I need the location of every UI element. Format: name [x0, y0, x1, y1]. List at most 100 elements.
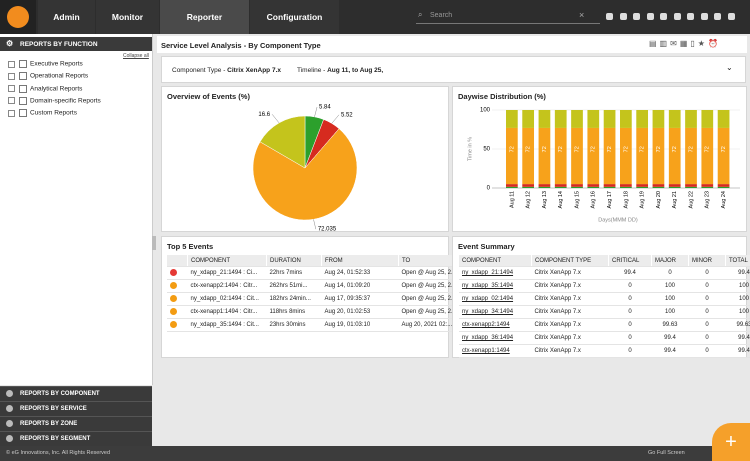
collapse-all[interactable]: Collapse all: [123, 53, 149, 59]
tree-label: Domain-specific Reports: [30, 97, 101, 105]
sidebar-section[interactable]: REPORTS BY SEGMENT: [0, 431, 152, 446]
toolbar-icon[interactable]: [714, 13, 721, 20]
table-cell: 0: [688, 279, 726, 293]
x-tick-label: Aug 13: [542, 191, 548, 208]
fab[interactable]: +: [712, 423, 750, 461]
y-axis-label: Time in %: [467, 137, 473, 161]
bar-segment: [685, 184, 697, 187]
sidebar-section[interactable]: REPORTS BY COMPONENT: [0, 386, 152, 401]
pie-slice: [259, 115, 306, 169]
table-cell: 0: [608, 279, 652, 293]
y-tick-label: 0: [487, 186, 491, 192]
bar-segment: [571, 110, 583, 128]
table-row[interactable]: ctx-xenapp1:1494 Citrix XenApp 7.x 0 99.4 0 9…: [459, 344, 750, 358]
x-tick-label: Aug 21: [672, 191, 678, 208]
x-tick-label: Aug 16: [591, 191, 597, 208]
bar-segment: [506, 110, 518, 128]
header-cell: [167, 255, 188, 267]
table-row[interactable]: ny_xdapp_02:1494 : Cit... 182hrs 24min...…: [167, 292, 462, 306]
nav-tab[interactable]: Configuration: [250, 0, 339, 34]
table-cell: 0: [608, 331, 652, 345]
nav-tab[interactable]: Admin: [38, 0, 95, 34]
page-actions[interactable]: ▤▥✉▦▯★⏰: [649, 39, 721, 48]
toolbar-icon[interactable]: [606, 13, 613, 20]
table-row[interactable]: ny_xdapp_36:1494 Citrix XenApp 7.x 0 99.4 0 9…: [459, 331, 750, 345]
bar-segment: [506, 186, 518, 188]
table-cell: ny_xdapp_36:1494: [459, 331, 532, 345]
label: Timeline -: [297, 67, 328, 74]
toolbar-icon[interactable]: [619, 13, 627, 20]
toolbar-icon[interactable]: [687, 13, 694, 20]
folder-icon: [19, 60, 27, 68]
sidebar-section[interactable]: REPORTS BY SERVICE: [0, 401, 152, 416]
logo[interactable]: [7, 6, 29, 28]
sidebar-section[interactable]: REPORTS BY ZONE: [0, 416, 152, 431]
bar-label: 72: [574, 146, 580, 152]
folder-icon: [19, 84, 27, 93]
bar-segment: [538, 110, 551, 128]
bar-segment: [571, 127, 583, 185]
collapse-handle[interactable]: [152, 236, 156, 250]
nav-tab-label: Admin: [53, 12, 80, 22]
clear-icon[interactable]: ×: [579, 10, 585, 20]
toolbar-icon[interactable]: [727, 13, 735, 20]
table-row[interactable]: ctx-xenapp2:1494 : Citr... 262hrs 51mi...…: [167, 279, 462, 293]
table-row[interactable]: ctx-xenapp2:1494 Citrix XenApp 7.x 0 99.63 0…: [459, 318, 750, 332]
table-row[interactable]: ny_xdapp_35:1494 : Cit... 23hrs 30mins Aug…: [167, 318, 462, 332]
table-cell: 99.63: [651, 318, 689, 332]
header-cell: MAJOR: [651, 255, 689, 267]
status-icon: [170, 281, 177, 289]
tree-toggle: [8, 72, 15, 80]
table-cell: Open @ Aug 25, 2...: [398, 266, 462, 280]
table-cell: ny_xdapp_21:1494 : Ci...: [187, 266, 267, 280]
bar-segment: [587, 186, 600, 188]
tree-item[interactable]: Operational Reports: [8, 72, 89, 81]
bar-segment: [685, 127, 697, 185]
header-cell: CRITICAL: [608, 255, 652, 267]
table-cell: 99.4: [725, 266, 750, 280]
bar-segment: [522, 127, 535, 185]
bar-segment: [668, 186, 681, 188]
value: Citrix XenApp 7.x: [227, 67, 281, 74]
bar-label: 72: [688, 146, 694, 152]
sidebar-header[interactable]: REPORTS BY FUNCTION ⚙: [0, 37, 152, 51]
table-row[interactable]: ny_xdapp_21:1494 Citrix XenApp 7.x 99.4 0 0 9…: [459, 266, 750, 280]
footer: © eG Innovations, Inc. All Rights Reserv…: [0, 446, 750, 461]
tree-label: Operational Reports: [30, 73, 89, 81]
table-cell: 99.4: [651, 344, 689, 358]
table-cell: Open @ Aug 25, 2...: [398, 279, 462, 293]
table-row[interactable]: ny_xdapp_21:1494 : Ci... 22hrs 7mins Aug 2…: [167, 266, 462, 280]
full-screen[interactable]: Go Full Screen: [648, 450, 685, 456]
leader-line: [313, 219, 317, 230]
expand-icon[interactable]: ⌄: [726, 63, 733, 72]
table-row[interactable]: ny_xdapp_34:1494 Citrix XenApp 7.x 0 100 0 10…: [459, 305, 750, 319]
x-tick-label: Aug 17: [607, 191, 613, 208]
toolbar-icon[interactable]: [673, 13, 681, 20]
table-cell: Citrix XenApp 7.x: [531, 331, 609, 345]
tree-item[interactable]: Analytical Reports: [8, 84, 82, 93]
bar-segment: [652, 127, 665, 185]
nav-tab[interactable]: Monitor: [96, 0, 159, 34]
tree-item[interactable]: Domain-specific Reports: [8, 96, 101, 105]
tree-item[interactable]: Custom Reports: [8, 109, 77, 118]
search-box[interactable]: Search ⌕ ×: [416, 9, 600, 24]
toolbar-icon[interactable]: [646, 13, 654, 20]
nav-tab[interactable]: Reporter: [160, 0, 249, 34]
leader-line: [331, 114, 340, 124]
tree-toggle: [8, 85, 15, 93]
table-row[interactable]: ctx-xenapp1:1494 : Citr... 118hrs 8mins Au…: [167, 305, 462, 319]
bar-segment: [554, 186, 567, 188]
bar-label: 72: [640, 146, 646, 152]
toolbar-icon[interactable]: [700, 13, 708, 20]
toolbar-icon[interactable]: [660, 13, 667, 20]
x-tick-label: Aug 11: [509, 191, 515, 208]
tree-item[interactable]: Executive Reports: [8, 60, 83, 68]
table-row[interactable]: ny_xdapp_02:1494 Citrix XenApp 7.x 0 100 0 10…: [459, 292, 750, 306]
bar-label: 72: [558, 146, 564, 152]
section-label: REPORTS BY COMPONENT: [20, 391, 100, 397]
summary-table: COMPONENT COMPONENT TYPE CRITICAL MAJOR MINO…: [459, 255, 750, 358]
table-row[interactable]: ny_xdapp_35:1494 Citrix XenApp 7.x 0 100 0 10…: [459, 279, 750, 293]
toolbar-icon[interactable]: [633, 13, 640, 20]
bar-segment: [636, 127, 649, 185]
bar-segment: [620, 184, 632, 187]
